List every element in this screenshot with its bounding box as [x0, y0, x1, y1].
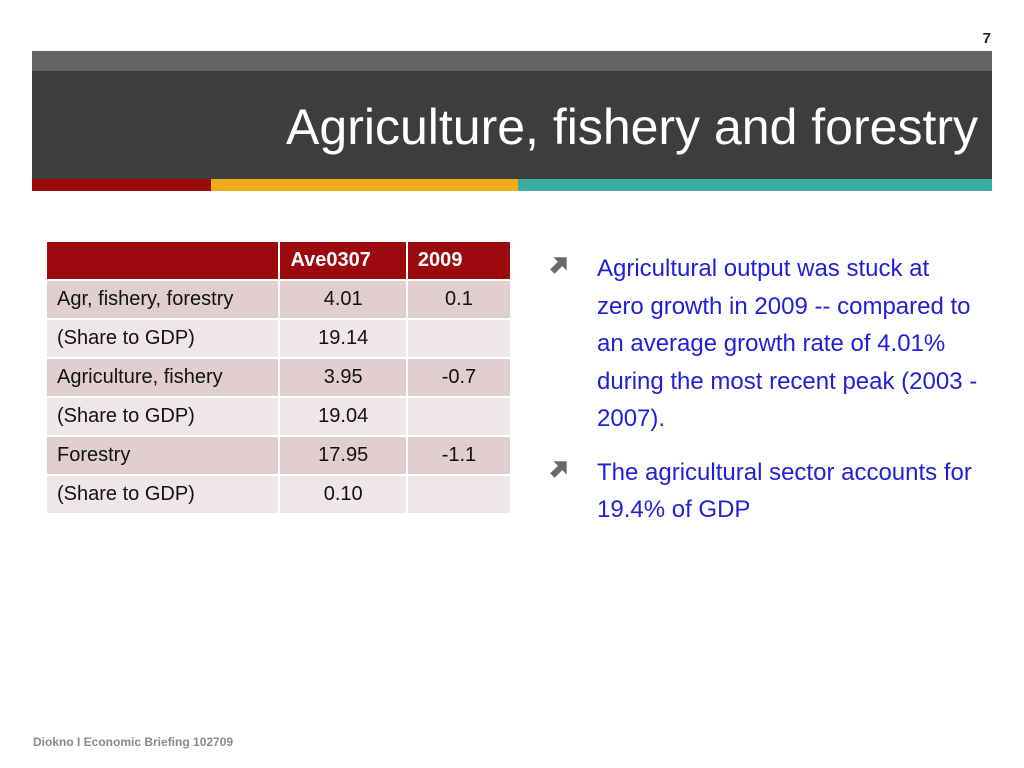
- table-cell: Agriculture, fishery: [44, 357, 281, 398]
- accent-bar-teal: [518, 179, 992, 191]
- bullet-item: The agricultural sector accounts for 19.…: [548, 454, 978, 529]
- table-cell: -1.1: [405, 435, 513, 476]
- accent-bar-red: [32, 179, 211, 191]
- table-cell: (Share to GDP): [44, 474, 281, 515]
- top-strip: [32, 51, 992, 71]
- table-cell: 19.14: [278, 318, 408, 359]
- footer-text: Diokno I Economic Briefing 102709: [33, 735, 234, 749]
- table-row: (Share to GDP) 19.04: [44, 396, 513, 437]
- table-cell: (Share to GDP): [44, 318, 281, 359]
- table-cell: 0.1: [405, 279, 513, 320]
- data-table: Ave0307 2009 Agr, fishery, forestry 4.01…: [44, 240, 513, 515]
- table-cell: [405, 396, 513, 437]
- table-header-cell: 2009: [405, 240, 513, 281]
- slide-title: Agriculture, fishery and forestry: [286, 99, 978, 155]
- slide-number: 7: [982, 30, 991, 47]
- table-header-cell: Ave0307: [278, 240, 408, 281]
- table-cell: -0.7: [405, 357, 513, 398]
- table-cell: [405, 474, 513, 515]
- bullet-text: The agricultural sector accounts for 19.…: [597, 458, 972, 524]
- table-cell: (Share to GDP): [44, 396, 281, 437]
- table-header-cell: [44, 240, 281, 281]
- table-cell: 0.10: [278, 474, 408, 515]
- table-cell: 19.04: [278, 396, 408, 437]
- table-header-row: Ave0307 2009: [44, 240, 513, 281]
- table-row: Agr, fishery, forestry 4.01 0.1: [44, 279, 513, 320]
- table-cell: 4.01: [278, 279, 408, 320]
- table-cell: Agr, fishery, forestry: [44, 279, 281, 320]
- table-cell: [405, 318, 513, 359]
- table-row: (Share to GDP) 19.14: [44, 318, 513, 359]
- title-band: Agriculture, fishery and forestry: [32, 71, 992, 179]
- table-cell: 3.95: [278, 357, 408, 398]
- table-row: Agriculture, fishery 3.95 -0.7: [44, 357, 513, 398]
- table-row: (Share to GDP) 0.10: [44, 474, 513, 515]
- table-row: Forestry 17.95 -1.1: [44, 435, 513, 476]
- bullet-item: Agricultural output was stuck at zero gr…: [548, 250, 978, 438]
- arrow-up-right-icon: [550, 257, 567, 274]
- accent-bar-gold: [211, 179, 518, 191]
- bullet-list: Agricultural output was stuck at zero gr…: [548, 250, 978, 545]
- table-cell: 17.95: [278, 435, 408, 476]
- bullet-text: Agricultural output was stuck at zero gr…: [597, 255, 978, 432]
- arrow-up-right-icon: [550, 460, 567, 478]
- table-cell: Forestry: [44, 435, 281, 476]
